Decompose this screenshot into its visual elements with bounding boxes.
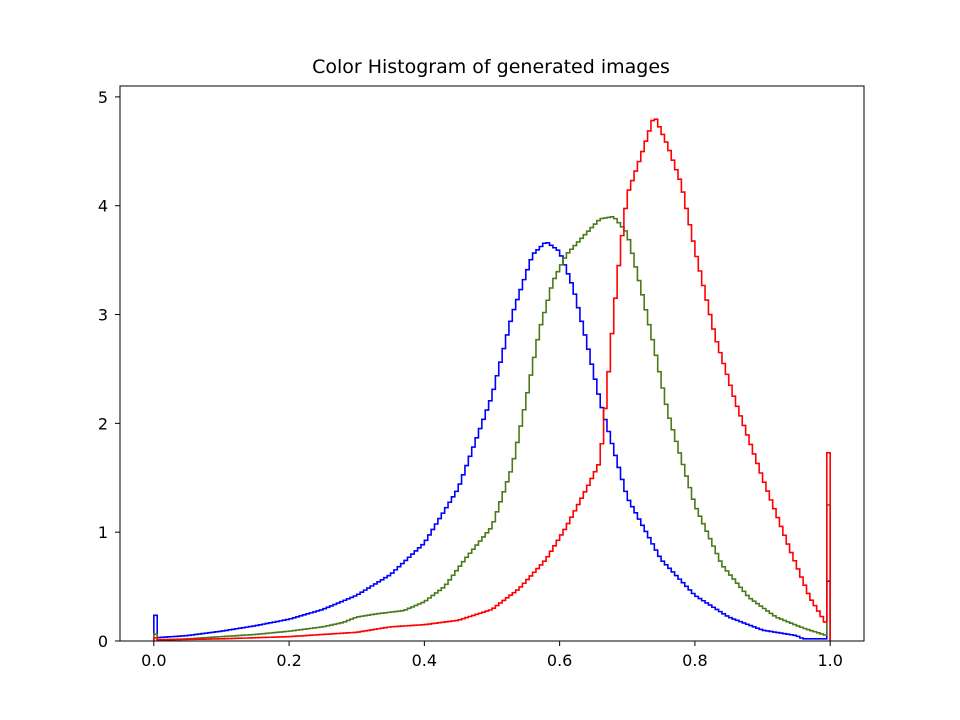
y-tick-label: 4 — [98, 197, 108, 216]
x-tick-label: 0.8 — [682, 651, 707, 670]
y-tick-label: 2 — [98, 414, 108, 433]
x-tick-label: 0.0 — [141, 651, 166, 670]
x-tick-label: 0.6 — [547, 651, 572, 670]
plot-frame — [119, 85, 865, 642]
axes-layer: 0.0 0.2 0.4 0.6 0.8 1.0 0 1 2 3 4 5 — [98, 85, 865, 670]
series-line-1 — [153, 242, 831, 641]
x-tick-label: 0.2 — [276, 651, 301, 670]
series-line-2 — [153, 216, 831, 641]
x-tick-label: 1.0 — [817, 651, 842, 670]
y-tick-label: 1 — [98, 523, 108, 542]
chart-title: Color Histogram of generated images — [312, 56, 670, 78]
series-line-3 — [153, 118, 831, 641]
y-tick-label: 3 — [98, 306, 108, 325]
y-tick-label: 5 — [98, 88, 108, 107]
x-tick-label: 0.4 — [412, 651, 437, 670]
series-layer — [153, 118, 831, 641]
y-tick-label: 0 — [98, 632, 108, 651]
